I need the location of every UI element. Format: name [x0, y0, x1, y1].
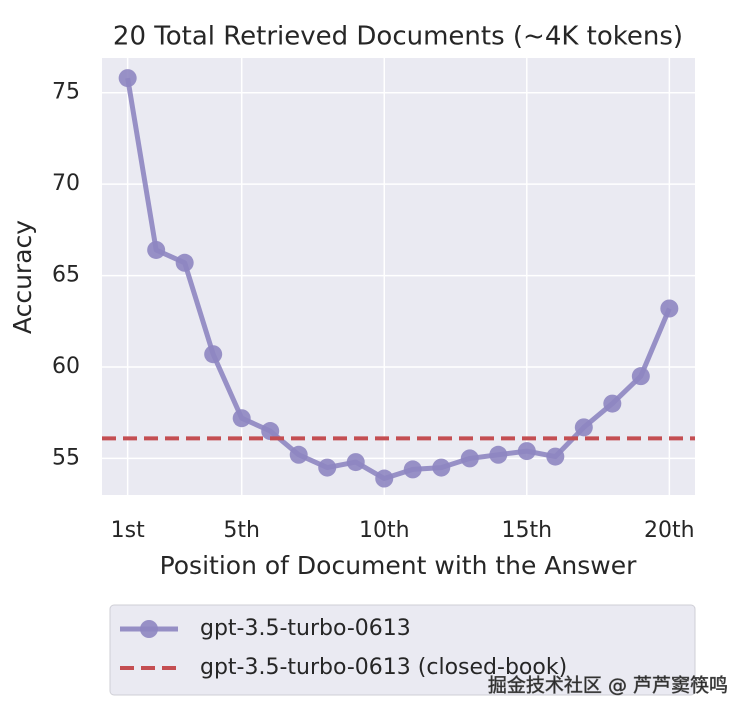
- y-tick-label: 55: [52, 445, 80, 470]
- legend-swatch: [140, 620, 158, 638]
- data-point: [346, 453, 365, 472]
- x-tick-label: 1st: [111, 518, 145, 543]
- data-point: [403, 460, 422, 479]
- y-tick-label: 70: [52, 171, 80, 196]
- legend: [109, 604, 696, 696]
- y-tick-label: 75: [52, 80, 80, 105]
- legend-label: gpt-3.5-turbo-0613: [200, 616, 411, 641]
- data-point: [204, 345, 223, 364]
- x-tick-label: 5th: [223, 518, 260, 543]
- data-point: [489, 445, 508, 464]
- data-point: [232, 409, 251, 428]
- x-tick-label: 20th: [644, 518, 695, 543]
- y-tick-label: 65: [52, 263, 80, 288]
- data-point: [289, 445, 308, 464]
- data-point: [603, 394, 622, 413]
- chart-title: 20 Total Retrieved Documents (~4K tokens…: [113, 22, 683, 52]
- data-point: [375, 469, 394, 488]
- legend-label: gpt-3.5-turbo-0613 (closed-book): [200, 655, 567, 680]
- data-point: [517, 442, 536, 461]
- data-point: [318, 458, 337, 477]
- y-axis-label: Accuracy: [8, 220, 37, 334]
- data-point: [460, 449, 479, 468]
- data-point: [574, 418, 593, 437]
- data-point: [261, 422, 280, 441]
- watermark: 掘金技术社区 @ 芦芦窦筷鸣: [488, 675, 728, 697]
- data-point: [432, 458, 451, 477]
- data-point: [546, 447, 565, 466]
- data-point: [175, 253, 194, 272]
- data-point: [631, 367, 650, 386]
- x-axis-label: Position of Document with the Answer: [160, 551, 638, 580]
- data-point: [147, 240, 166, 259]
- x-tick-label: 15th: [502, 518, 553, 543]
- y-tick-label: 60: [52, 354, 80, 379]
- plot-background: [102, 58, 695, 495]
- data-point: [118, 69, 137, 88]
- data-point: [660, 299, 679, 318]
- x-tick-label: 10th: [359, 518, 410, 543]
